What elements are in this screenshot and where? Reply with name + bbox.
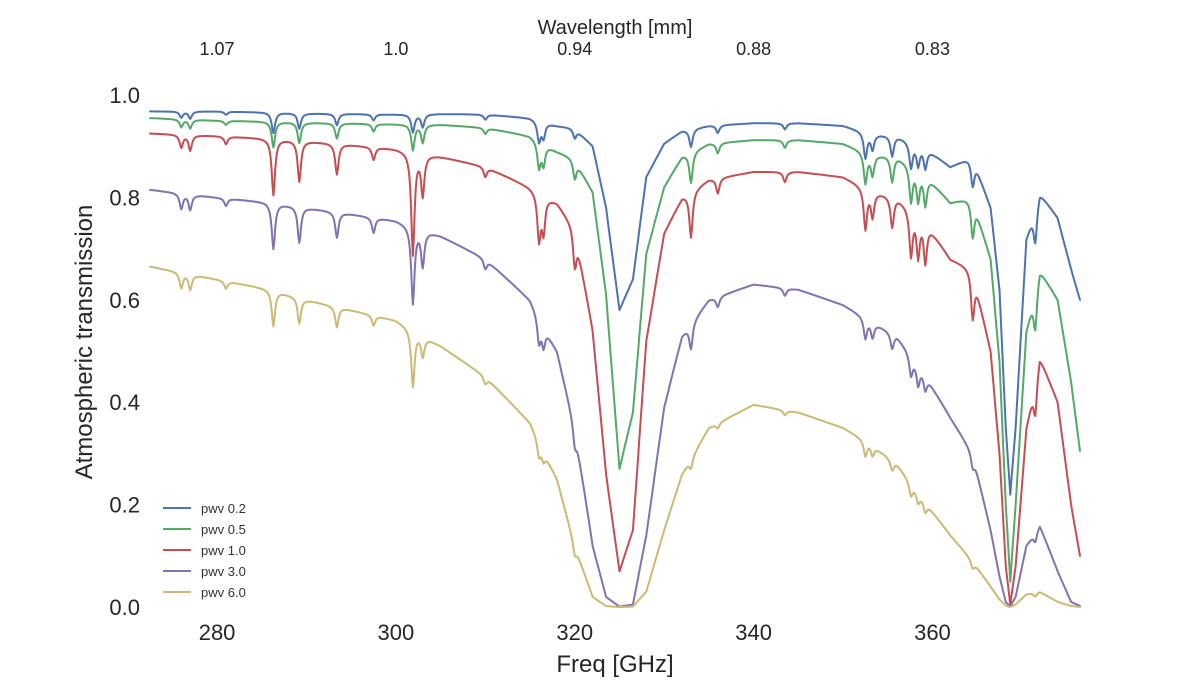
top-tick-label: 0.94 — [557, 39, 592, 59]
top-tick-label: 0.83 — [915, 39, 950, 59]
y-tick-labels: 0.0 0.2 0.4 0.6 0.8 1.0 — [109, 83, 140, 620]
top-tick-label: 1.0 — [383, 39, 408, 59]
series-line-pwv-6-0 — [149, 265, 1081, 608]
y-tick-label: 1.0 — [109, 83, 140, 108]
series-line-pwv-0-5 — [149, 117, 1081, 583]
y-tick-label: 0.2 — [109, 493, 140, 518]
series-line-pwv-1-0 — [149, 132, 1081, 606]
legend-label-pwv-0-5: pwv 0.5 — [201, 522, 246, 537]
x-tick-labels: 280 300 320 340 360 — [199, 620, 951, 645]
top-axis-title: Wavelength [mm] — [538, 17, 693, 39]
x-tick-label: 280 — [199, 620, 236, 645]
legend-label-pwv-3-0: pwv 3.0 — [201, 564, 246, 579]
y-tick-label: 0.6 — [109, 288, 140, 313]
y-tick-label: 0.8 — [109, 185, 140, 210]
legend-label-pwv-6-0: pwv 6.0 — [201, 585, 246, 600]
top-tick-label: 1.07 — [200, 39, 235, 59]
top-tick-label: 0.88 — [736, 39, 771, 59]
legend: pwv 0.2 pwv 0.5 pwv 1.0 pwv 3.0 pwv 6.0 — [163, 501, 246, 600]
legend-label-pwv-0-2: pwv 0.2 — [201, 501, 246, 516]
series-line-pwv-0-2 — [149, 110, 1081, 496]
x-axis-title: Freq [GHz] — [556, 651, 673, 678]
x-tick-label: 300 — [378, 620, 415, 645]
top-tick-labels: 1.07 1.0 0.94 0.88 0.83 — [200, 39, 950, 59]
y-tick-label: 0.0 — [109, 595, 140, 620]
series-layer — [149, 110, 1081, 608]
y-axis-title: Atmospheric transmission — [71, 205, 98, 480]
x-tick-label: 340 — [735, 620, 772, 645]
legend-label-pwv-1-0: pwv 1.0 — [201, 543, 246, 558]
x-tick-label: 360 — [914, 620, 951, 645]
y-tick-label: 0.4 — [109, 390, 140, 415]
x-tick-label: 320 — [556, 620, 593, 645]
series-line-pwv-3-0 — [149, 188, 1081, 608]
